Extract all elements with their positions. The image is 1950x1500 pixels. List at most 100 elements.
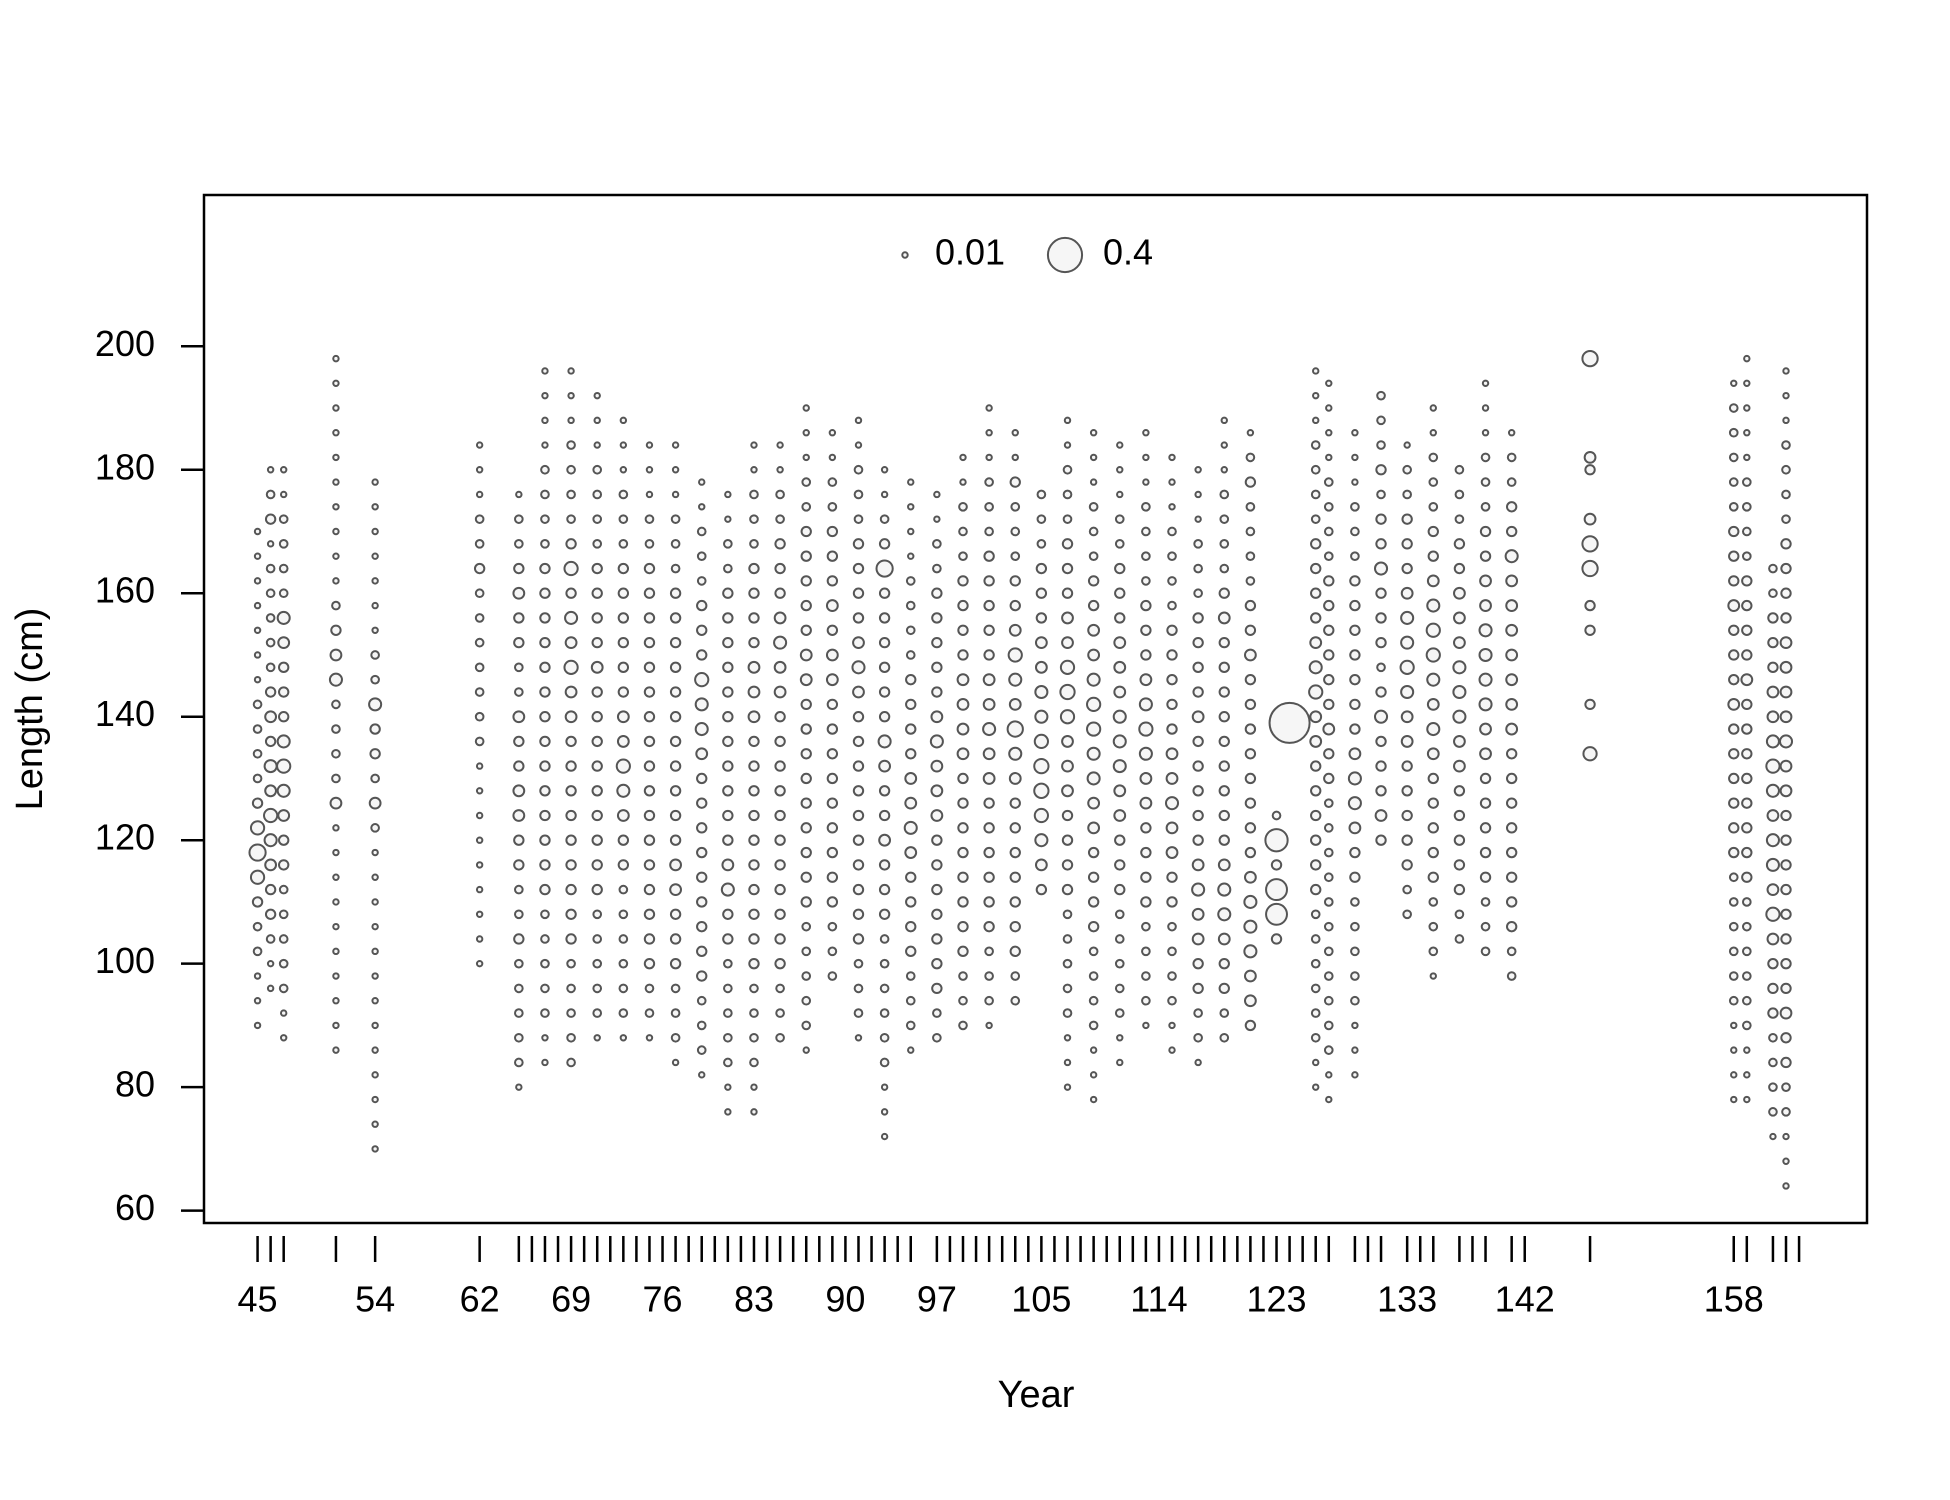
bubble xyxy=(1035,883,1048,896)
bubble xyxy=(1034,636,1048,650)
bubble xyxy=(1741,871,1753,883)
bubble xyxy=(1780,982,1792,995)
bubble xyxy=(1728,525,1740,538)
bubble xyxy=(983,846,995,859)
bubble xyxy=(982,697,996,711)
bubble xyxy=(1741,649,1753,661)
bubble xyxy=(800,772,812,785)
bubble xyxy=(1730,1021,1738,1030)
bubble xyxy=(1480,921,1491,932)
bubble xyxy=(332,503,340,511)
bubble xyxy=(1323,698,1335,711)
bubble xyxy=(750,1083,758,1091)
bubble xyxy=(1062,1008,1073,1018)
bubble xyxy=(774,587,786,599)
bubble xyxy=(670,563,681,574)
bubble xyxy=(593,1034,601,1042)
bubble xyxy=(1244,822,1257,834)
bubble xyxy=(669,933,682,945)
x-tick-label: 105 xyxy=(1011,1279,1071,1320)
bubble xyxy=(1730,1046,1738,1054)
bubble xyxy=(1114,612,1126,624)
bubble xyxy=(1063,441,1072,449)
bubble xyxy=(263,807,279,824)
bubble xyxy=(931,612,943,624)
bubble xyxy=(565,883,577,896)
bubble xyxy=(1401,562,1413,575)
bubble xyxy=(1427,822,1439,834)
bubble xyxy=(1192,612,1204,624)
bubble xyxy=(540,909,550,920)
bubble xyxy=(749,1032,759,1043)
x-tick-label: 90 xyxy=(825,1279,865,1320)
bubble xyxy=(696,945,708,958)
bubble xyxy=(1505,772,1518,785)
bubble xyxy=(1323,897,1334,907)
bubble xyxy=(1217,611,1231,625)
bubble xyxy=(279,1009,288,1017)
bubble xyxy=(958,995,968,1006)
bubble xyxy=(907,527,915,536)
bubble xyxy=(800,723,812,735)
bubble xyxy=(880,1132,889,1141)
bubble xyxy=(1310,934,1321,944)
bubble xyxy=(618,909,629,920)
bubble xyxy=(905,673,917,686)
bubble xyxy=(1141,551,1151,562)
bubble xyxy=(332,527,340,536)
bubble xyxy=(541,1058,549,1067)
bubble xyxy=(1743,1046,1751,1054)
bubble xyxy=(1059,659,1076,675)
bubble xyxy=(567,416,575,425)
bubble xyxy=(878,612,891,624)
bubble xyxy=(1780,562,1792,575)
bubble xyxy=(1743,429,1751,437)
bubble xyxy=(332,404,340,412)
bubble xyxy=(1426,697,1440,711)
bubble xyxy=(539,562,551,575)
bubble xyxy=(826,723,839,735)
bubble xyxy=(1402,489,1412,500)
bubble xyxy=(1114,587,1126,599)
bubble xyxy=(475,910,484,918)
bubble xyxy=(1399,659,1415,675)
bubble xyxy=(1218,686,1230,698)
bubble xyxy=(1114,983,1125,994)
bubble xyxy=(591,686,603,698)
bubble xyxy=(775,514,785,524)
bubble xyxy=(278,934,289,944)
bubble xyxy=(957,822,969,834)
bubble xyxy=(276,734,291,749)
bubble xyxy=(278,711,290,723)
bubble xyxy=(826,846,839,859)
bubble xyxy=(1323,575,1335,587)
bubble xyxy=(1139,772,1153,785)
bubble xyxy=(643,933,656,945)
bubble xyxy=(1194,490,1202,499)
bubble xyxy=(617,612,630,624)
bubble xyxy=(1310,883,1322,896)
bubble xyxy=(1505,822,1518,834)
bubble xyxy=(878,785,891,797)
bubble xyxy=(1140,896,1152,908)
bubble xyxy=(799,673,813,687)
bubble xyxy=(371,503,379,511)
y-tick-label: 60 xyxy=(115,1187,155,1228)
bubble xyxy=(278,661,290,674)
bubble xyxy=(1583,451,1597,464)
bubble xyxy=(750,441,758,449)
bubble xyxy=(671,441,680,449)
bubble xyxy=(1323,823,1334,833)
bubble xyxy=(775,1032,785,1043)
bubble xyxy=(1323,798,1334,808)
bubble xyxy=(251,797,264,809)
bubble xyxy=(774,760,786,772)
bubble xyxy=(853,983,864,994)
bubble xyxy=(1114,883,1126,896)
bubble xyxy=(593,441,601,449)
bubble xyxy=(1505,623,1519,637)
bubble xyxy=(1780,859,1792,871)
bubble xyxy=(1351,478,1359,486)
bubble xyxy=(852,760,865,772)
